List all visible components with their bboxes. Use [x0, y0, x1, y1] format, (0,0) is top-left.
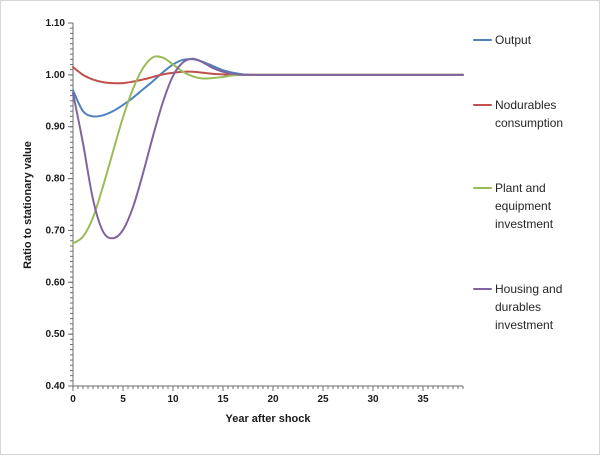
- axis-ticks: [68, 22, 464, 391]
- x-tick-label: 25: [317, 394, 329, 405]
- x-tick-label: 5: [120, 394, 126, 405]
- legend-item-plant-and-equipment-investment: Plant and equipment investment: [473, 179, 595, 233]
- series-line-output: [72, 58, 464, 118]
- y-tick-label: 0.70: [46, 225, 66, 236]
- series-line-plant-and-equipment-investment: [72, 55, 464, 245]
- y-tick-label: 0.60: [46, 277, 66, 288]
- legend-item-output: Output: [473, 31, 595, 49]
- axes: [72, 23, 463, 387]
- x-tick-label: 10: [167, 394, 179, 405]
- x-tick-label: 0: [70, 394, 76, 405]
- x-axis-title: Year after shock: [225, 413, 311, 425]
- x-tick-label: 35: [417, 394, 429, 405]
- legend-label: Output: [495, 33, 532, 47]
- legend-line-swatch: [473, 288, 492, 290]
- y-axis-title: Ratio to stationary value: [22, 141, 34, 269]
- y-tick-label: 0.50: [46, 329, 66, 340]
- legend-label: Nodurables consumption: [495, 98, 564, 130]
- y-tick-label: 0.80: [46, 174, 66, 185]
- legend-label: Housing and durables investment: [495, 282, 563, 332]
- x-tick-label: 30: [367, 394, 379, 405]
- legend-line-swatch: [473, 187, 492, 189]
- y-tick-label: 0.40: [46, 381, 66, 392]
- legend-line-swatch: [473, 39, 492, 41]
- legend-label: Plant and equipment investment: [495, 181, 554, 231]
- x-tick-label: 15: [217, 394, 229, 405]
- y-tick-label: 1.10: [46, 18, 66, 29]
- y-axis-tick-labels: 0.40 0.50 0.60 0.70 0.80 0.90 1.00 1.10: [46, 18, 66, 392]
- x-axis-tick-labels: 0 5 10 15 20 25 30 35: [70, 394, 429, 405]
- legend: Output Nodurables consumption Plant and eq…: [473, 31, 595, 381]
- legend-item-nodurables-consumption: Nodurables consumption: [473, 96, 595, 132]
- x-tick-label: 20: [267, 394, 279, 405]
- legend-line-swatch: [473, 104, 492, 106]
- y-tick-label: 1.00: [46, 70, 66, 81]
- legend-item-housing-and-durables-investment: Housing and durables investment: [473, 280, 595, 334]
- y-tick-label: 0.90: [46, 122, 66, 133]
- series-line-housing-and-durables-investment: [72, 57, 464, 240]
